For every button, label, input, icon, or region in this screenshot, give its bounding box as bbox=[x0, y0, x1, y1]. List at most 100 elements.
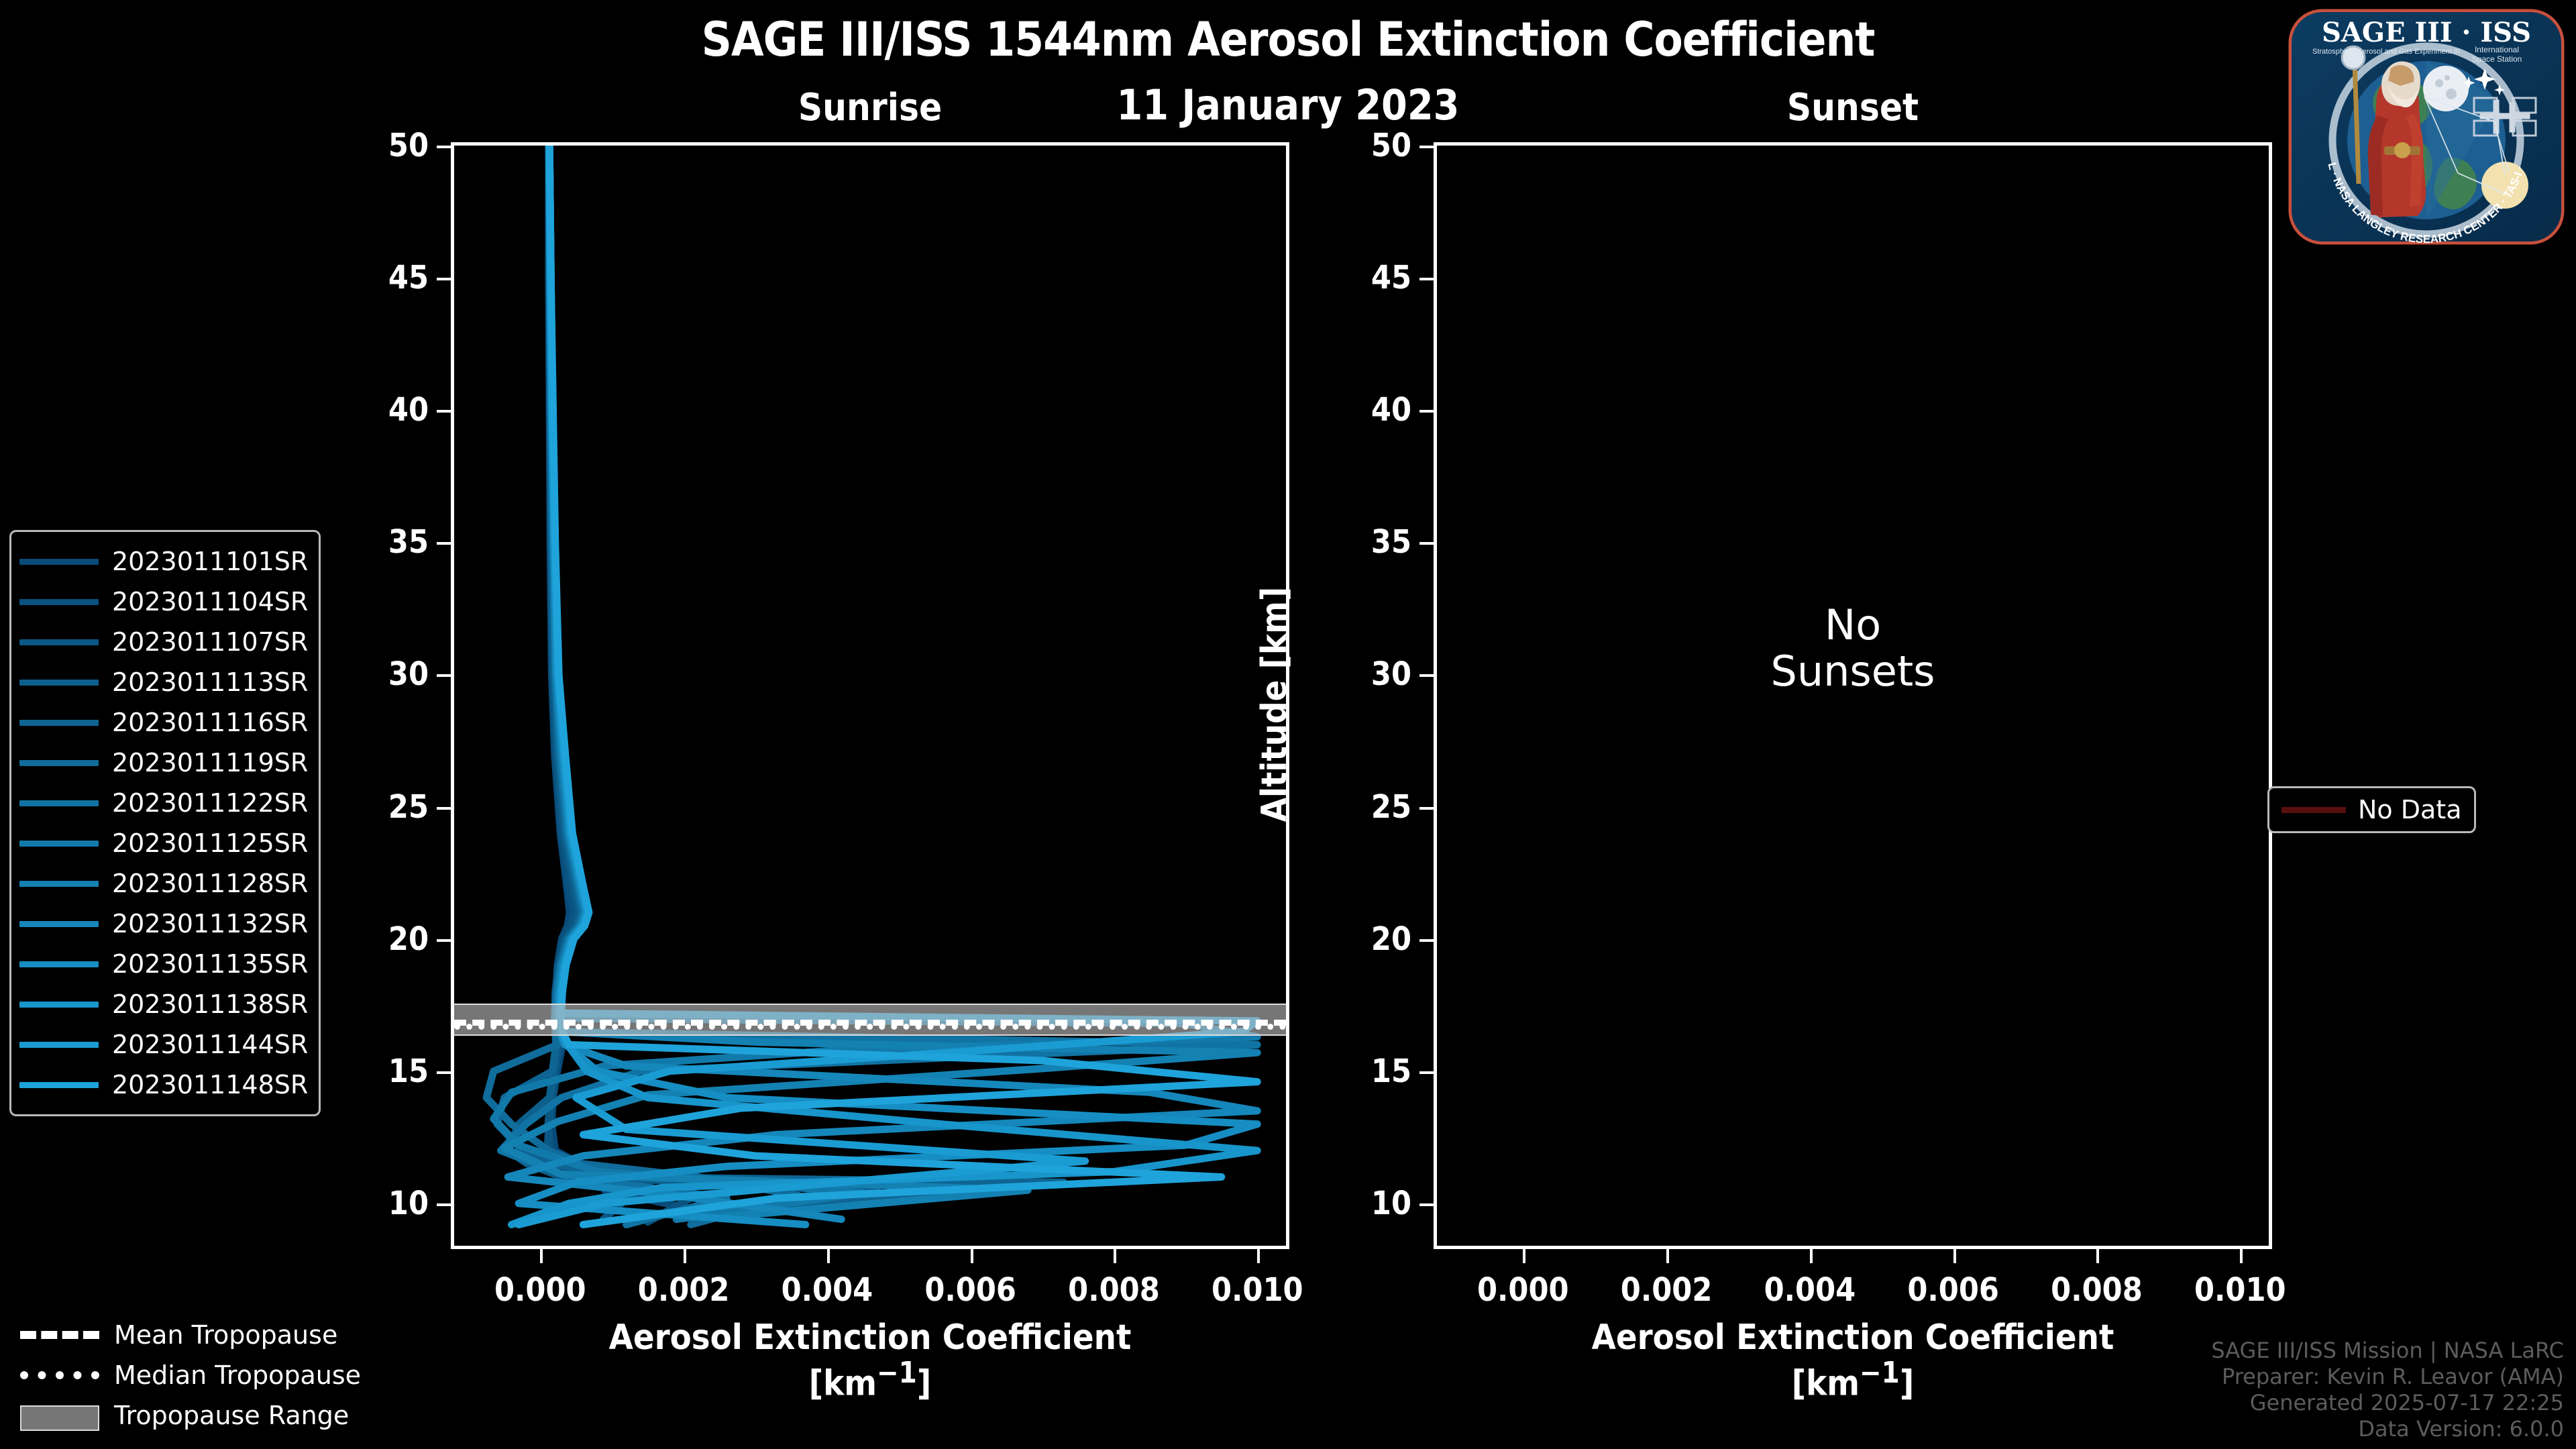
ytick-label-sunset: 30 bbox=[1371, 655, 1411, 694]
sunset-panel-title: Sunset bbox=[1786, 86, 1919, 129]
tropopause-key-item: Mean Tropopause bbox=[13, 1315, 361, 1355]
sunrise-panel-title: Sunrise bbox=[798, 86, 943, 129]
tropopause-key-label: Median Tropopause bbox=[114, 1360, 361, 1390]
sunset-xaxis-label: Aerosol Extinction Coefficient bbox=[1591, 1318, 2114, 1358]
legend-line-swatch bbox=[19, 1081, 99, 1088]
legend-item-label: 2023011119SR bbox=[112, 748, 309, 777]
ytick-label-sunset: 50 bbox=[1371, 127, 1411, 164]
xtick-sunrise bbox=[684, 1246, 687, 1263]
tropopause-key-label: Mean Tropopause bbox=[114, 1320, 338, 1350]
ytick-sunrise bbox=[437, 938, 454, 942]
xtick-label-sunset: 0.006 bbox=[1907, 1271, 1999, 1309]
ytick-sunrise bbox=[437, 1071, 454, 1074]
legend-item-2023011116SR[interactable]: 2023011116SR bbox=[19, 702, 308, 743]
sunset-plot-area: No Sunsets bbox=[1437, 146, 2269, 1246]
date-subtitle: 11 January 2023 bbox=[1116, 80, 1460, 129]
xtick-label-sunrise: 0.008 bbox=[1068, 1271, 1160, 1309]
legend-item-label: 2023011138SR bbox=[112, 989, 309, 1019]
legend-line-swatch bbox=[19, 1001, 99, 1008]
credits-line: Generated 2025-07-17 22:25 bbox=[2249, 1389, 2564, 1415]
xtick-sunset bbox=[1809, 1246, 1813, 1263]
legend-item-label: 2023011104SR bbox=[112, 587, 309, 616]
sunset-xaxis-title: Aerosol Extinction Coefficient [km−1] bbox=[1434, 1318, 2272, 1403]
sunrise-xaxis-title: Aerosol Extinction Coefficient [km−1] bbox=[451, 1318, 1289, 1403]
tropopause-key-mark bbox=[20, 1405, 99, 1431]
sunrise-plot-axes: 10 15 20 25 30 35 40 45 50 0.000 0.002 0.004 0.006 0.… bbox=[388, 127, 1303, 1309]
sunrise-xaxis-label: Aerosol Extinction Coefficient bbox=[608, 1318, 1132, 1358]
legend-item-2023011148SR[interactable]: 2023011148SR bbox=[19, 1065, 308, 1105]
legend-item-2023011125SR[interactable]: 2023011125SR bbox=[19, 823, 308, 863]
legend-item-2023011101SR[interactable]: 2023011101SR bbox=[19, 541, 308, 582]
sunset-plot-axes: No Sunsets 10 15 20 25 30 35 40 45 50 0.000 0.002 0… bbox=[1371, 127, 2286, 1309]
xtick-label-sunset: 0.002 bbox=[1620, 1271, 1713, 1309]
ytick-sunset bbox=[1419, 542, 1437, 545]
legend-item-2023011119SR[interactable]: 2023011119SR bbox=[19, 743, 308, 783]
xtick-label-sunset: 0.010 bbox=[2194, 1271, 2286, 1309]
ytick-sunrise bbox=[437, 542, 454, 545]
legend-line-swatch bbox=[19, 880, 99, 887]
tropopause-key-label: Tropopause Range bbox=[114, 1401, 350, 1430]
legend-line-swatch bbox=[19, 961, 99, 967]
no-sunsets-message: No Sunsets bbox=[1437, 602, 2269, 695]
ytick-label-sunrise: 30 bbox=[388, 655, 429, 694]
no-data-legend[interactable]: No Data bbox=[2267, 786, 2476, 833]
credits-line: Preparer: Kevin R. Leavor (AMA) bbox=[2221, 1363, 2564, 1389]
ytick-label-sunrise: 10 bbox=[388, 1184, 429, 1222]
ytick-label-sunset: 15 bbox=[1371, 1052, 1411, 1090]
legend-item-label: 2023011113SR bbox=[112, 667, 309, 697]
sage-iii-iss-mission-patch-logo: SAGE III · ISS Stratospheric Aerosol and… bbox=[2278, 0, 2571, 251]
ytick-sunset bbox=[1419, 674, 1437, 678]
legend-line-swatch bbox=[19, 759, 99, 766]
tropopause-key-swatch-dotted bbox=[20, 1368, 99, 1383]
legend-item-label: 2023011122SR bbox=[112, 788, 309, 818]
ytick-sunrise bbox=[437, 146, 454, 148]
ytick-sunrise bbox=[437, 806, 454, 810]
profile-legend[interactable]: 2023011101SR 2023011104SR 2023011107SR 2023… bbox=[9, 530, 321, 1116]
tropopause-key-item: Tropopause Range bbox=[13, 1395, 361, 1436]
mean-tropopause-line bbox=[454, 1019, 1286, 1026]
xtick-sunset bbox=[2240, 1246, 2243, 1263]
xtick-label-sunset: 0.004 bbox=[1764, 1271, 1856, 1309]
legend-item-2023011104SR[interactable]: 2023011104SR bbox=[19, 582, 308, 622]
ytick-sunrise bbox=[437, 1203, 454, 1206]
xtick-sunrise bbox=[540, 1246, 543, 1263]
ytick-sunset bbox=[1419, 146, 1437, 148]
ytick-label-sunset: 40 bbox=[1371, 391, 1411, 429]
legend-item-2023011135SR[interactable]: 2023011135SR bbox=[19, 944, 308, 984]
ytick-label-sunset: 10 bbox=[1371, 1184, 1411, 1222]
tropopause-key-mark bbox=[20, 1331, 99, 1339]
legend-line-swatch bbox=[19, 679, 99, 686]
ytick-label-sunset: 45 bbox=[1371, 259, 1411, 297]
ytick-label-sunset: 35 bbox=[1371, 523, 1411, 561]
legend-item-label: 2023011144SR bbox=[112, 1030, 309, 1059]
logo-subtitle-left: Stratospheric Aerosol and Gas Experiment… bbox=[2312, 48, 2460, 56]
xtick-label-sunrise: 0.010 bbox=[1211, 1271, 1303, 1309]
credits-line: Data Version: 6.0.0 bbox=[2358, 1415, 2564, 1442]
sunset-xaxis-units: [km−1] bbox=[1791, 1356, 1915, 1404]
logo-subtitle-right-2: Space Station bbox=[2472, 54, 2522, 64]
xtick-sunrise bbox=[1257, 1246, 1260, 1263]
legend-item-label: 2023011101SR bbox=[112, 547, 309, 576]
legend-item-2023011113SR[interactable]: 2023011113SR bbox=[19, 662, 308, 702]
ytick-sunset bbox=[1419, 1203, 1437, 1206]
xtick-label-sunset: 0.008 bbox=[2051, 1271, 2143, 1309]
ytick-label-sunrise: 35 bbox=[388, 523, 429, 561]
tropopause-key: Mean Tropopause Median Tropopause Tropopau… bbox=[13, 1315, 361, 1436]
legend-item-2023011132SR[interactable]: 2023011132SR bbox=[19, 904, 308, 944]
legend-item-2023011138SR[interactable]: 2023011138SR bbox=[19, 984, 308, 1024]
legend-line-swatch bbox=[19, 920, 99, 927]
ytick-label-sunrise: 20 bbox=[388, 920, 429, 958]
credits-line: SAGE III/ISS Mission | NASA LaRC bbox=[2211, 1337, 2564, 1363]
legend-item-2023011128SR[interactable]: 2023011128SR bbox=[19, 863, 308, 904]
legend-line-swatch bbox=[19, 840, 99, 847]
legend-item-label: 2023011128SR bbox=[112, 869, 309, 898]
logo-title: SAGE III · ISS bbox=[2322, 17, 2531, 48]
sunrise-profile-lines bbox=[482, 146, 1261, 1228]
legend-item-label: 2023011125SR bbox=[112, 828, 309, 858]
ytick-sunrise bbox=[437, 410, 454, 413]
sunrise-plot-area bbox=[454, 146, 1286, 1246]
legend-item-2023011122SR[interactable]: 2023011122SR bbox=[19, 783, 308, 823]
legend-item-2023011144SR[interactable]: 2023011144SR bbox=[19, 1024, 308, 1065]
legend-item-2023011107SR[interactable]: 2023011107SR bbox=[19, 622, 308, 662]
xtick-label-sunrise: 0.000 bbox=[494, 1271, 586, 1309]
